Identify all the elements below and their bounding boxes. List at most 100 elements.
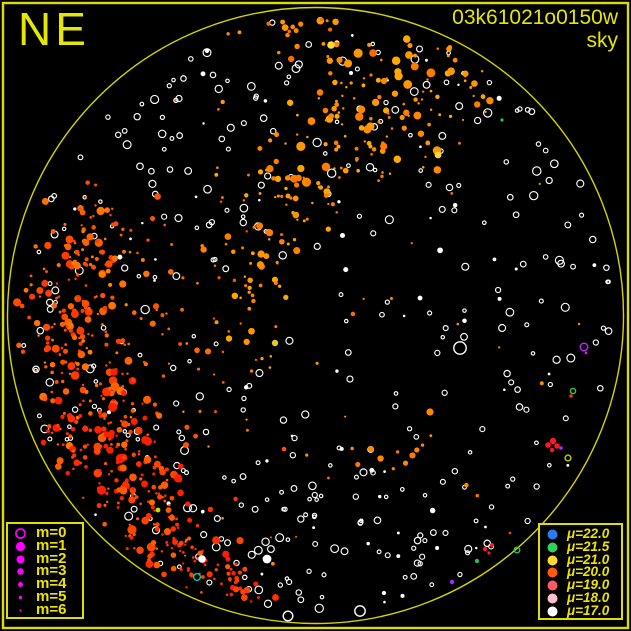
star-point (456, 182, 462, 189)
legend-label: m=3 (36, 562, 67, 580)
star-point (89, 263, 93, 267)
star-point (224, 233, 232, 240)
star-point (542, 254, 549, 260)
star-point (124, 511, 134, 521)
star-point (377, 455, 384, 462)
star-point (463, 74, 467, 78)
star-point (260, 572, 264, 576)
star-point (262, 554, 272, 564)
star-point (284, 142, 287, 145)
star-point (116, 487, 122, 493)
star-point (75, 362, 80, 366)
star-point (271, 339, 279, 347)
star-point (283, 294, 289, 301)
star-point (64, 343, 68, 347)
star-point (603, 264, 610, 271)
star-point (222, 550, 230, 558)
star-point (467, 450, 473, 455)
star-point (439, 478, 446, 485)
star-point (184, 540, 187, 544)
star-point (163, 494, 167, 498)
star-point (202, 122, 205, 125)
star-point (278, 251, 287, 260)
star-point (391, 56, 401, 66)
star-point (153, 424, 160, 431)
star-point (86, 233, 94, 241)
star-point (204, 48, 210, 54)
star-point (61, 308, 67, 313)
star-point (414, 447, 420, 453)
star-point (237, 570, 242, 575)
star-point (171, 77, 176, 83)
star-point (369, 467, 375, 473)
star-point (85, 180, 90, 185)
star-point (99, 249, 106, 255)
star-point (86, 443, 90, 447)
star-point (84, 257, 89, 262)
star-point (396, 554, 401, 559)
star-point (130, 401, 135, 406)
star-point (58, 310, 62, 314)
star-point (67, 414, 76, 423)
star-point (381, 171, 384, 174)
star-point (538, 182, 541, 185)
star-point (165, 507, 172, 513)
star-point (256, 596, 260, 600)
star-point (245, 428, 249, 432)
star-point (173, 99, 176, 102)
star-point (45, 270, 48, 273)
legend-row: μ=18.0 (540, 591, 621, 605)
star-point (154, 258, 157, 261)
star-point (121, 128, 128, 134)
star-point (344, 415, 347, 418)
star-point (28, 293, 36, 300)
star-point (305, 453, 309, 457)
star-point (212, 317, 216, 320)
star-point (88, 428, 93, 432)
star-point (98, 382, 103, 386)
star-point (155, 547, 159, 550)
star-point (365, 129, 369, 133)
star-point (81, 363, 89, 371)
star-point (384, 552, 391, 559)
star-point (131, 452, 136, 457)
star-point (336, 445, 342, 451)
star-point (212, 256, 218, 263)
star-point (200, 591, 203, 594)
star-point (195, 392, 204, 401)
star-point (170, 547, 174, 550)
star-point (450, 191, 454, 195)
star-point (96, 206, 105, 216)
star-point (137, 453, 141, 456)
star-point (78, 403, 82, 407)
star-point (78, 326, 81, 329)
star-point (62, 388, 70, 395)
star-point (119, 496, 125, 501)
star-point (409, 452, 416, 459)
star-point (545, 442, 551, 448)
star-point (370, 230, 377, 237)
star-point (474, 558, 480, 564)
star-point (244, 284, 248, 288)
star-point (366, 541, 370, 546)
star-point (266, 545, 275, 554)
star-point (140, 304, 150, 315)
star-point (429, 507, 436, 514)
star-point (68, 255, 72, 259)
star-point (81, 383, 85, 387)
magnitude-symbol-icon (15, 528, 26, 539)
star-point (447, 67, 455, 76)
star-point (260, 357, 264, 361)
mu-color-symbol-icon (547, 529, 558, 540)
star-point (429, 89, 433, 93)
star-point (143, 395, 152, 404)
star-point (68, 372, 72, 375)
star-point (303, 512, 309, 518)
star-point (404, 109, 408, 113)
star-point (239, 296, 242, 300)
star-point (50, 390, 54, 394)
star-point (486, 79, 493, 86)
star-point (253, 93, 259, 99)
star-point (103, 503, 107, 507)
